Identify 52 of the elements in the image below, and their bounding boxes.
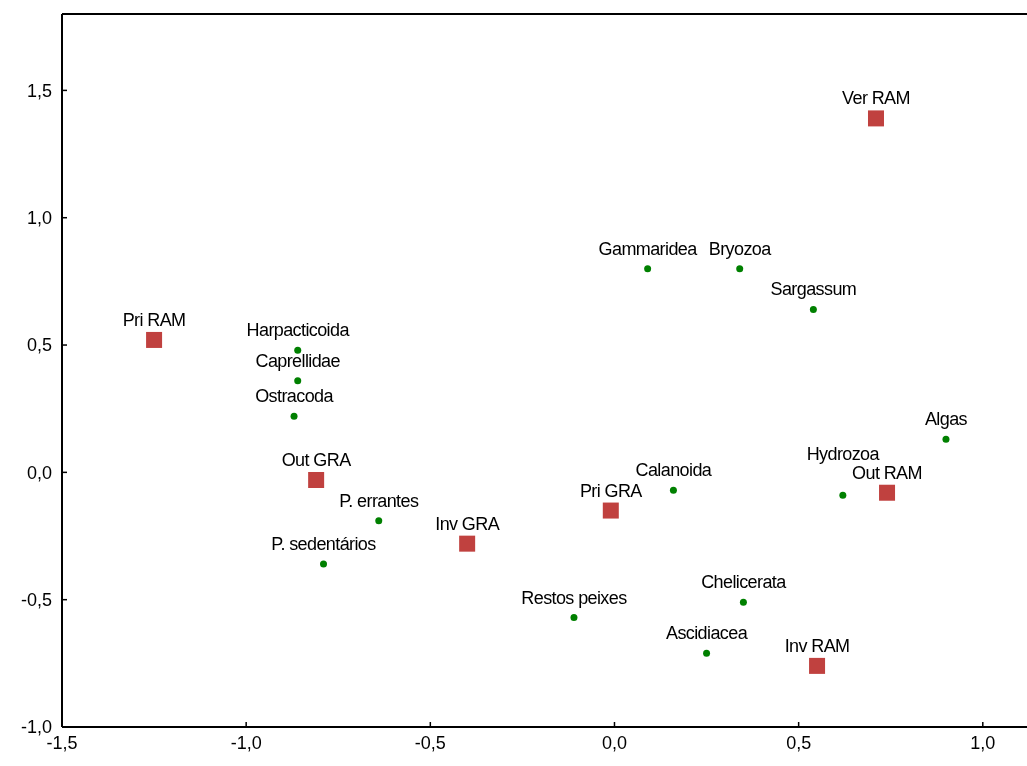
annotation: Inv RAM [784, 635, 850, 656]
point [809, 657, 826, 674]
y-tick-label: 1,5 [26, 80, 52, 101]
point [290, 412, 298, 420]
point [867, 110, 884, 127]
annotation: Chelicerata [701, 572, 788, 593]
x-tick-label: -1,0 [230, 733, 262, 753]
point [809, 305, 817, 313]
y-tick-label: 0,0 [26, 462, 52, 483]
annotation: Algas [924, 409, 968, 430]
annotation: Harpacticoida [246, 320, 351, 341]
point [375, 517, 383, 525]
point [669, 486, 677, 494]
annotation: Hydrozoa [806, 444, 881, 465]
y-tick-label: 0,5 [26, 335, 52, 356]
point [294, 346, 302, 354]
point [602, 502, 619, 519]
point [294, 377, 302, 385]
point [879, 484, 896, 501]
y-tick-label: -0,5 [20, 589, 52, 610]
annotation: Calanoida [635, 460, 713, 481]
annotation: Pri RAM [122, 309, 186, 330]
annotation: Caprellidae [255, 350, 341, 371]
annotation: Ver RAM [842, 88, 910, 109]
annotation: Sargassum [770, 279, 857, 300]
point [570, 614, 578, 621]
annotation: Ascidiacea [666, 623, 749, 644]
annotation: Ostracoda [255, 386, 335, 407]
point [942, 435, 950, 443]
annotation: Restos peixes [521, 587, 628, 608]
y-tick-label: 1,0 [26, 208, 52, 229]
annotation: Pri GRA [579, 480, 643, 501]
point [459, 535, 476, 552]
x-tick-label: -0,5 [414, 733, 446, 753]
point [146, 331, 163, 348]
point [736, 265, 744, 273]
point [644, 265, 652, 273]
x-tick-label: 0,0 [601, 733, 627, 753]
annotation: Inv GRA [435, 513, 500, 534]
point [739, 598, 747, 606]
point [703, 649, 711, 657]
annotation: P. errantes [339, 490, 419, 511]
annotation: Out RAM [852, 462, 922, 483]
point [320, 560, 328, 568]
annotation: P. sedentários [271, 534, 377, 555]
annotation: Gammaridea [598, 238, 699, 259]
point [308, 472, 325, 488]
annotation: Bryozoa [708, 238, 773, 259]
point [839, 491, 847, 499]
x-tick-label: 0,5 [786, 733, 812, 753]
annotation: Out GRA [281, 450, 352, 470]
x-tick-label: 1,0 [970, 733, 996, 753]
